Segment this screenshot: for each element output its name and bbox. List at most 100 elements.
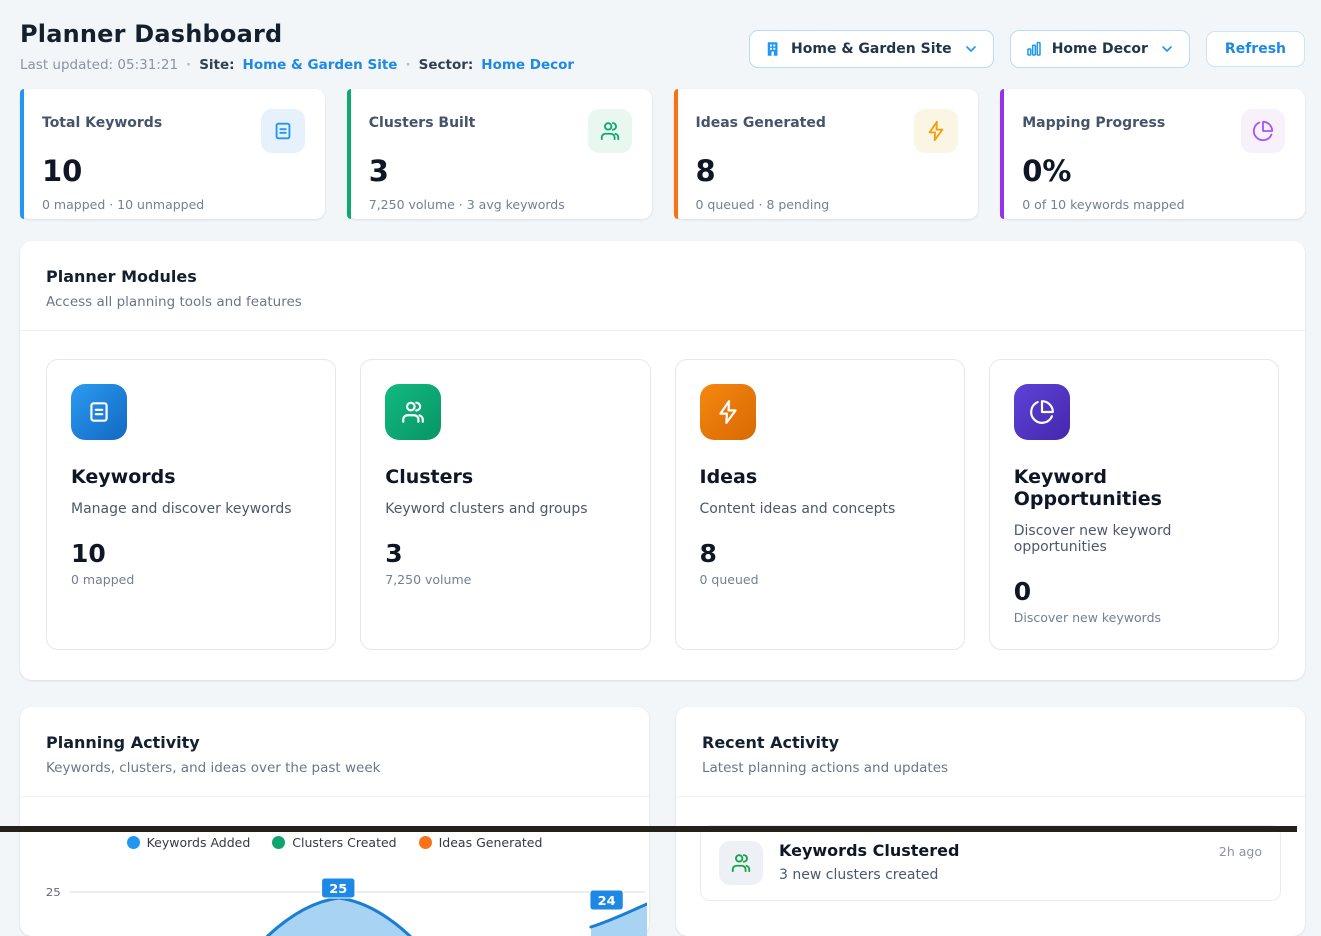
divider [676, 796, 1305, 797]
module-title: Keywords [71, 466, 176, 488]
legend-dot-orange [418, 836, 432, 849]
stat-card-clusters-built: Clusters Built 3 7,250 volume · 3 avg ke… [346, 89, 652, 219]
planning-activity-panel: Planning Activity Keywords, clusters, an… [20, 707, 649, 936]
y-axis-tick: 25 [46, 885, 61, 898]
recent-activity-panel: Recent Activity Latest planning actions … [676, 707, 1305, 936]
point-label-badge: 24 [589, 889, 624, 911]
stat-caption: 0 of 10 keywords mapped [1022, 197, 1185, 212]
document-icon [260, 109, 305, 153]
stat-value: 3 [368, 154, 389, 188]
stat-label: Ideas Generated [695, 115, 826, 131]
site-selector-value: Home & Garden Site [791, 41, 952, 57]
planning-activity-subtitle: Keywords, clusters, and ideas over the p… [46, 760, 381, 776]
module-stat: 3 [385, 539, 403, 568]
sector-link[interactable]: Home Decor [481, 57, 575, 73]
chart-canvas: 25 25 24 [46, 877, 647, 936]
bottom-edge-bar [0, 826, 1297, 832]
meta-separator: · [186, 57, 192, 73]
module-description: Discover new keyword opportunities [1013, 523, 1172, 555]
stat-label: Total Keywords [42, 115, 163, 131]
legend-item-keywords-added[interactable]: Keywords Added [126, 835, 251, 850]
header-controls: Home & Garden Site Home Decor Refresh [749, 20, 1305, 68]
pie-chart-icon [1241, 109, 1285, 153]
building-icon [764, 40, 782, 58]
stat-value: 8 [695, 154, 716, 188]
stat-caption: 7,250 volume · 3 avg keywords [368, 197, 565, 212]
stat-card-total-keywords: Total Keywords 10 0 mapped · 10 unmapped [20, 89, 325, 219]
module-card-keyword-opportunities[interactable]: Keyword Opportunities Discover new keywo… [988, 359, 1279, 650]
sector-selector-dropdown[interactable]: Home Decor [1009, 30, 1190, 68]
activity-description: 3 new clusters created [779, 867, 939, 883]
recent-activity-title: Recent Activity [702, 733, 840, 752]
legend-item-clusters-created[interactable]: Clusters Created [272, 835, 397, 850]
lightning-icon [914, 109, 959, 153]
users-icon [385, 384, 442, 440]
stat-label: Clusters Built [368, 115, 476, 131]
stat-caption: 0 queued · 8 pending [695, 197, 830, 212]
module-description: Manage and discover keywords [71, 501, 292, 517]
modules-subtitle: Access all planning tools and features [46, 294, 302, 310]
stat-label: Mapping Progress [1022, 115, 1166, 131]
activity-title: Keywords Clustered [779, 841, 960, 860]
module-title: Clusters [385, 466, 474, 488]
stat-value: 0% [1022, 154, 1072, 188]
stats-row: Total Keywords 10 0 mapped · 10 unmapped… [20, 89, 1305, 219]
chevron-down-icon [963, 41, 979, 57]
site-label: Site: [199, 57, 235, 73]
legend-label: Ideas Generated [438, 835, 543, 850]
last-updated-text: Last updated: 05:31:21 [20, 57, 179, 73]
header-left: Planner Dashboard Last updated: 05:31:21… [20, 20, 574, 73]
bar-chart-icon [1025, 40, 1043, 58]
stat-caption: 0 mapped · 10 unmapped [42, 197, 205, 212]
page-header: Planner Dashboard Last updated: 05:31:21… [20, 20, 1305, 73]
module-card-clusters[interactable]: Clusters Keyword clusters and groups 3 7… [360, 359, 651, 650]
legend-dot-blue [126, 836, 140, 849]
site-link[interactable]: Home & Garden Site [242, 57, 398, 73]
legend-item-ideas-generated[interactable]: Ideas Generated [418, 835, 543, 850]
planner-modules-panel: Planner Modules Access all planning tool… [20, 241, 1305, 680]
legend-label: Keywords Added [146, 835, 251, 850]
module-title: Ideas [699, 466, 758, 488]
bottom-row: Planning Activity Keywords, clusters, an… [20, 707, 1305, 936]
activity-timestamp: 2h ago [1218, 844, 1262, 859]
activity-area-chart: 25 25 24 [20, 866, 649, 936]
modules-grid: Keywords Manage and discover keywords 10… [20, 331, 1305, 680]
planning-activity-title: Planning Activity [46, 733, 200, 752]
users-icon [719, 841, 763, 885]
module-title: Keyword Opportunities [1013, 466, 1162, 510]
stat-value: 10 [42, 154, 83, 188]
stat-card-mapping-progress: Mapping Progress 0% 0 of 10 keywords map… [1000, 89, 1305, 219]
module-substat: 7,250 volume [385, 572, 472, 587]
chevron-down-icon [1159, 41, 1175, 57]
svg-text:24: 24 [598, 893, 616, 907]
module-description: Keyword clusters and groups [385, 501, 588, 517]
users-icon [587, 109, 632, 153]
lightning-icon [699, 384, 756, 440]
module-description: Content ideas and concepts [699, 501, 896, 517]
document-icon [71, 384, 127, 440]
activity-item-keywords-clustered: Keywords Clustered 3 new clusters create… [700, 825, 1281, 901]
sector-label: Sector: [418, 57, 474, 73]
legend-label: Clusters Created [292, 835, 397, 850]
site-selector-dropdown[interactable]: Home & Garden Site [749, 30, 994, 68]
page-title: Planner Dashboard [20, 20, 283, 48]
activity-list: Keywords Clustered 3 new clusters create… [676, 797, 1305, 925]
divider [20, 796, 649, 797]
module-card-keywords[interactable]: Keywords Manage and discover keywords 10… [46, 359, 337, 650]
legend-dot-green [272, 836, 286, 849]
meta-separator: · [405, 57, 411, 73]
chart-legend: Keywords Added Clusters Created Ideas Ge… [20, 835, 649, 850]
divider [20, 330, 1305, 331]
stat-card-ideas-generated: Ideas Generated 8 0 queued · 8 pending [673, 89, 979, 219]
refresh-button[interactable]: Refresh [1205, 31, 1305, 67]
module-substat: 0 queued [699, 572, 759, 587]
sector-selector-value: Home Decor [1051, 41, 1148, 57]
module-stat: 10 [71, 539, 106, 568]
module-card-ideas[interactable]: Ideas Content ideas and concepts 8 0 que… [674, 359, 965, 650]
pie-chart-icon [1013, 384, 1070, 440]
recent-activity-subtitle: Latest planning actions and updates [702, 760, 949, 776]
point-label-badge: 25 [321, 877, 356, 899]
modules-title: Planner Modules [46, 267, 197, 286]
module-stat: 8 [699, 539, 717, 568]
